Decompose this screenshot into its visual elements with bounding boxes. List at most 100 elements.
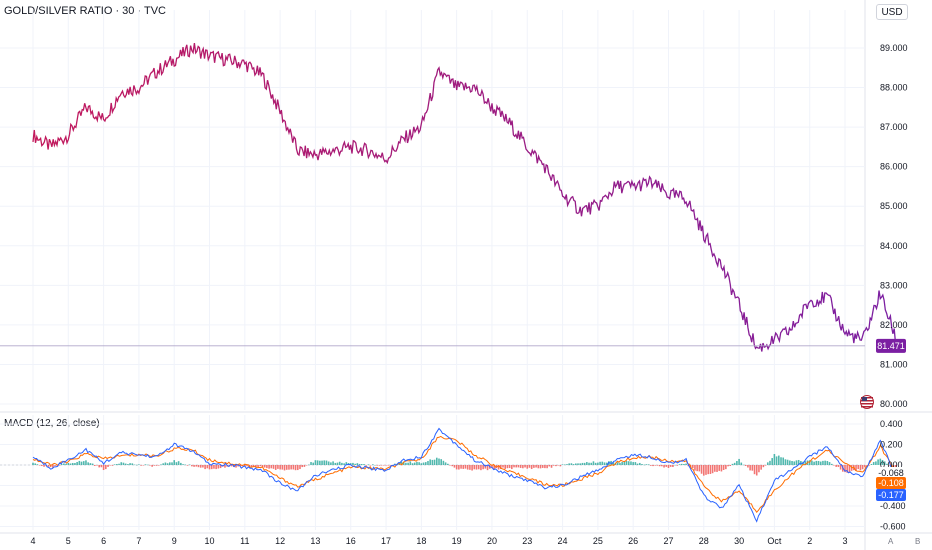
macd-histogram-bar — [270, 465, 273, 469]
macd-histogram-bar — [246, 465, 248, 467]
macd-histogram-bar — [592, 461, 595, 465]
price-tick-label: 84.000 — [880, 241, 908, 251]
macd-histogram-bar — [647, 464, 650, 465]
macd-histogram-bar — [80, 461, 83, 465]
macd-histogram-bar — [744, 465, 747, 466]
macd-histogram-bar — [336, 462, 339, 465]
macd-histogram-bar — [435, 457, 438, 465]
time-tick-label: 2 — [807, 536, 812, 546]
macd-histogram-bar — [828, 462, 831, 465]
macd-histogram-bar — [162, 463, 164, 465]
macd-histogram-bar — [568, 463, 570, 465]
macd-histogram-bar — [522, 465, 524, 469]
price-tick-label: 80.000 — [880, 399, 908, 409]
macd-histogram-bar — [466, 465, 469, 470]
macd-histogram-bar — [672, 465, 674, 468]
macd-histogram-bar — [694, 465, 696, 471]
macd-tick-label: -0.400 — [880, 501, 906, 511]
macd-histogram-bar — [294, 465, 297, 471]
macd-histogram-bar — [332, 461, 334, 465]
macd-histogram-bar — [652, 465, 654, 467]
macd-histogram-bar — [105, 465, 107, 470]
macd-histogram-bar — [575, 463, 577, 465]
macd-histogram-bar — [191, 465, 193, 467]
signal-value-label: -0.108 — [878, 478, 904, 488]
macd-histogram-bar — [372, 464, 374, 465]
macd-histogram-bar — [795, 460, 798, 465]
macd-histogram-bar — [855, 465, 857, 471]
macd-histogram-bar — [817, 460, 820, 465]
macd-histogram-bar — [755, 465, 758, 476]
macd-histogram-bar — [700, 465, 703, 474]
auto-scale-button[interactable]: A — [888, 537, 894, 546]
macd-histogram-bar — [888, 465, 890, 466]
macd-histogram-bar — [683, 464, 685, 465]
macd-histogram-bar — [71, 462, 74, 465]
macd-histogram-bar — [572, 464, 575, 465]
macd-histogram-bar — [645, 464, 648, 465]
macd-histogram-bar — [52, 465, 54, 468]
macd-histogram-bar — [255, 465, 257, 468]
log-scale-button[interactable]: B — [915, 537, 921, 546]
macd-histogram-bar — [113, 464, 116, 465]
macd-histogram-bar — [102, 465, 105, 471]
price-axis: 89.000 88.000 87.000 86.000 85.000 84.000 83.0… — [876, 43, 908, 409]
macd-histogram-bar — [577, 463, 579, 465]
macd-axis: 0.4000.2000.000-0.200-0.400-0.600-0.068-… — [876, 419, 906, 532]
macd-histogram-bar — [193, 465, 195, 467]
macd-histogram-bar — [54, 465, 56, 466]
price-tick-label: 82.000 — [880, 320, 908, 330]
macd-histogram-bar — [36, 464, 39, 465]
histogram-value-label-badge — [876, 467, 906, 479]
macd-histogram-bar — [47, 465, 50, 467]
macd-histogram-bar — [680, 463, 683, 465]
macd-histogram-bar — [696, 465, 698, 472]
macd-histogram-bar — [833, 465, 835, 466]
macd-histogram-bar — [643, 464, 646, 466]
macd-histogram-bar — [208, 465, 211, 470]
macd-histogram-bar — [504, 465, 506, 469]
macd-histogram-bar — [844, 465, 846, 473]
macd-histogram-bar — [535, 465, 537, 468]
macd-histogram-bar — [259, 465, 262, 467]
time-tick-label: 25 — [593, 536, 603, 546]
macd-histogram-bar — [698, 465, 701, 472]
macd-histogram-bar — [813, 461, 815, 465]
macd-tick-label: 0.400 — [880, 419, 903, 429]
macd-histogram-bar — [727, 465, 729, 467]
macd-histogram-bar — [722, 465, 725, 470]
macd-histogram-bar — [299, 465, 301, 470]
price-line — [32, 43, 899, 352]
time-tick-label: 12 — [275, 536, 285, 546]
time-tick-label: 6 — [101, 536, 106, 546]
macd-histogram-bar — [864, 465, 866, 468]
macd-histogram-bar — [747, 465, 749, 468]
macd-histogram-bar — [279, 465, 281, 470]
macd-histogram-bar — [563, 464, 566, 466]
macd-histogram-bar — [621, 462, 623, 465]
macd-histogram-bar — [146, 464, 149, 466]
time-tick-label: 10 — [205, 536, 215, 546]
last-price-badge — [876, 338, 906, 353]
macd-histogram-bar — [129, 463, 131, 465]
time-tick-label: 30 — [734, 536, 744, 546]
macd-histogram-bar — [363, 464, 365, 465]
macd-histogram-bar — [98, 465, 100, 468]
macd-histogram-bar — [718, 465, 721, 471]
macd-histogram-bar — [868, 465, 871, 466]
macd-histogram-bar — [482, 465, 484, 470]
macd-histogram-bar — [138, 464, 140, 465]
macd-histogram-bar — [749, 465, 751, 471]
macd-histogram-bar — [566, 464, 568, 465]
macd-histogram-bar — [736, 461, 738, 465]
currency-button[interactable]: USD — [876, 4, 908, 20]
macd-histogram-bar — [197, 465, 200, 468]
macd-histogram-bar — [288, 465, 290, 470]
macd-histogram-bar — [451, 465, 454, 467]
macd-histogram-bar — [619, 462, 621, 465]
macd-histogram-bar — [120, 462, 123, 465]
macd-histogram-bar — [109, 465, 112, 466]
macd-histogram-bar — [199, 465, 202, 468]
